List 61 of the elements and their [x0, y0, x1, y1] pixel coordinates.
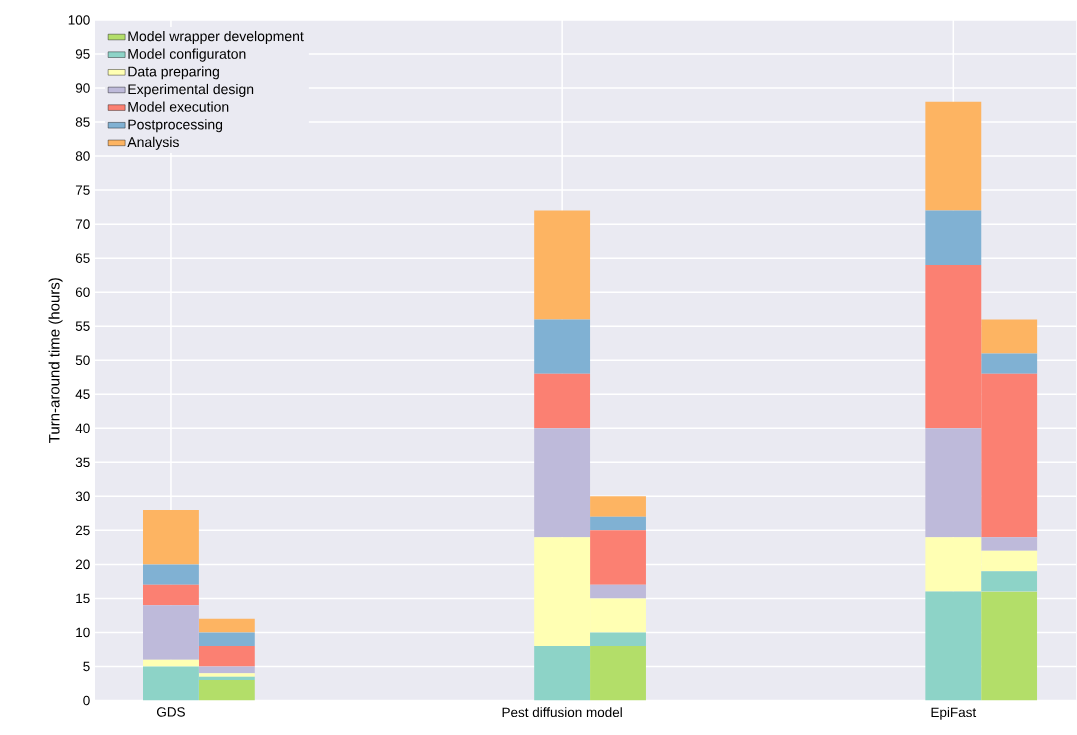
y-tick-label: 5	[83, 661, 90, 671]
bar	[198, 666, 255, 674]
y-tick-label: 0	[83, 695, 90, 706]
bar	[534, 210, 591, 320]
bar	[590, 496, 646, 517]
legend-label: Experimental design	[128, 83, 254, 97]
legend-label: Postprocessing	[128, 118, 223, 132]
bar	[534, 373, 591, 429]
y-tick-label: 95	[75, 48, 90, 59]
y-tick-label: 10	[76, 627, 90, 637]
y-tick-label: 70	[75, 219, 90, 229]
y-axis-title: Turn-around time (hours)	[48, 277, 63, 443]
bar	[925, 101, 982, 211]
y-tick-label: 50	[75, 355, 90, 365]
y-tick-label: 35	[75, 457, 90, 467]
bar	[590, 632, 646, 646]
y-tick-label: 65	[75, 253, 90, 263]
bar	[590, 516, 646, 531]
y-tick-label: 40	[75, 423, 90, 433]
legend-label: Model configuraton	[128, 48, 246, 62]
bar	[534, 319, 591, 374]
bar	[981, 319, 1038, 354]
y-tick-label: 30	[75, 491, 90, 501]
bar	[143, 564, 199, 585]
bar	[143, 584, 199, 605]
bar	[981, 353, 1038, 374]
bar	[925, 210, 982, 265]
bar	[981, 570, 1038, 592]
bar	[198, 632, 255, 646]
legend-label: Model wrapper development	[128, 30, 304, 44]
y-tick-label: 80	[75, 151, 90, 161]
x-tick-label: Pest diffusion model	[502, 706, 622, 717]
bar	[590, 530, 646, 585]
bar	[590, 584, 646, 599]
bar	[534, 428, 591, 537]
bar	[981, 591, 1038, 701]
legend-label: Analysis	[127, 136, 179, 150]
bar	[198, 679, 255, 701]
bar	[925, 428, 982, 537]
x-tick-label: GDS	[157, 706, 185, 717]
bar	[534, 645, 591, 701]
bar	[981, 536, 1038, 551]
legend-label: Data preparing	[128, 66, 219, 80]
y-tick-label: 20	[75, 559, 90, 569]
bar	[590, 645, 646, 701]
bar	[143, 604, 199, 660]
y-tick-label: 60	[75, 287, 90, 297]
y-tick-label: 90	[75, 83, 90, 93]
y-tick-label: 15	[76, 593, 90, 603]
y-tick-label: 25	[75, 525, 90, 535]
y-tick-label: 100	[68, 14, 90, 25]
bar	[143, 509, 199, 565]
bar	[925, 591, 982, 701]
y-tick-label: 55	[75, 321, 90, 331]
bar	[198, 645, 255, 667]
y-tick-label: 45	[75, 389, 90, 399]
legend-label: Model execution	[128, 101, 229, 112]
x-tick-label: EpiFast	[931, 706, 977, 720]
y-tick-label: 85	[75, 117, 90, 127]
bar	[198, 618, 255, 633]
y-tick-label: 75	[75, 185, 90, 195]
